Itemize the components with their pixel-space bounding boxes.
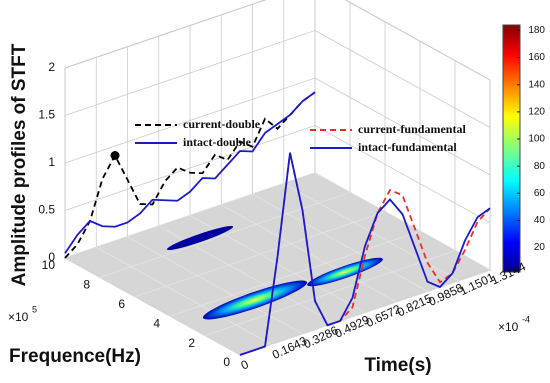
legend-label: intact-fundamental — [358, 140, 457, 154]
x-multiplier: ×10 — [498, 320, 519, 334]
y-tick-label: 8 — [83, 278, 90, 292]
colorbar-tick-label: 80 — [534, 161, 546, 172]
grid-line — [127, 236, 303, 335]
grid-line — [64, 172, 316, 259]
z-axis-label: Amplitude profiles of STFT — [9, 43, 30, 286]
grid-line — [239, 269, 491, 356]
grid-line — [64, 257, 241, 356]
colorbar-tick-label: 40 — [534, 215, 546, 226]
series-line — [239, 152, 491, 356]
legend-label: current-double — [183, 117, 261, 131]
series-line — [64, 91, 316, 254]
grid-line — [252, 193, 428, 292]
grid-line — [344, 0, 491, 81]
y-multiplier-exp: 5 — [32, 304, 37, 314]
colorbar-tick-label: 100 — [528, 134, 545, 145]
x-multiplier-exp: -4 — [522, 314, 530, 324]
x-axis-label: Time(s) — [364, 355, 431, 376]
z-tick-label: 0 — [48, 250, 55, 264]
z-tick-label: 1 — [48, 155, 55, 169]
grid-line — [99, 192, 351, 278]
z-tick-label: 1.5 — [38, 108, 55, 122]
y-tick-label: 6 — [118, 297, 125, 311]
heat-region — [307, 257, 383, 287]
grid-line — [314, 77, 491, 176]
series-line — [64, 91, 316, 259]
colorbar-tick-label: 160 — [528, 52, 545, 63]
grid-line — [314, 30, 491, 128]
floor — [63, 0, 492, 356]
legend-label: current-fundamental — [358, 122, 466, 136]
y-tick-label: 2 — [188, 336, 195, 350]
y-multiplier: ×10 — [8, 310, 29, 324]
grid-line — [96, 247, 272, 345]
colorbar-tick-label: 140 — [528, 79, 545, 90]
grid-line — [314, 125, 491, 223]
grid-line — [169, 230, 421, 317]
colorbar — [502, 24, 521, 273]
colorbar-tick-label: 20 — [534, 242, 546, 253]
colorbar-tick-label: 60 — [534, 188, 546, 199]
grid-line — [204, 250, 456, 336]
legend-label: intact-double — [183, 135, 252, 149]
y-tick-label: 4 — [153, 316, 160, 330]
colorbar-tick-label: 180 — [528, 25, 545, 36]
peak-marker — [110, 150, 120, 160]
heat-region — [202, 280, 308, 320]
z-tick-label: 0.5 — [38, 203, 55, 217]
colorbar-tick-label: 120 — [528, 106, 545, 117]
y-tick-label: 0 — [223, 355, 230, 369]
heat-region — [166, 225, 234, 251]
y-axis-label: Frequence(Hz) — [9, 346, 141, 367]
y-tick-label: 10 — [42, 258, 56, 272]
x-tick-label: 0 — [239, 357, 251, 373]
grid-line — [134, 211, 386, 298]
z-tick-label: 2 — [48, 60, 55, 74]
